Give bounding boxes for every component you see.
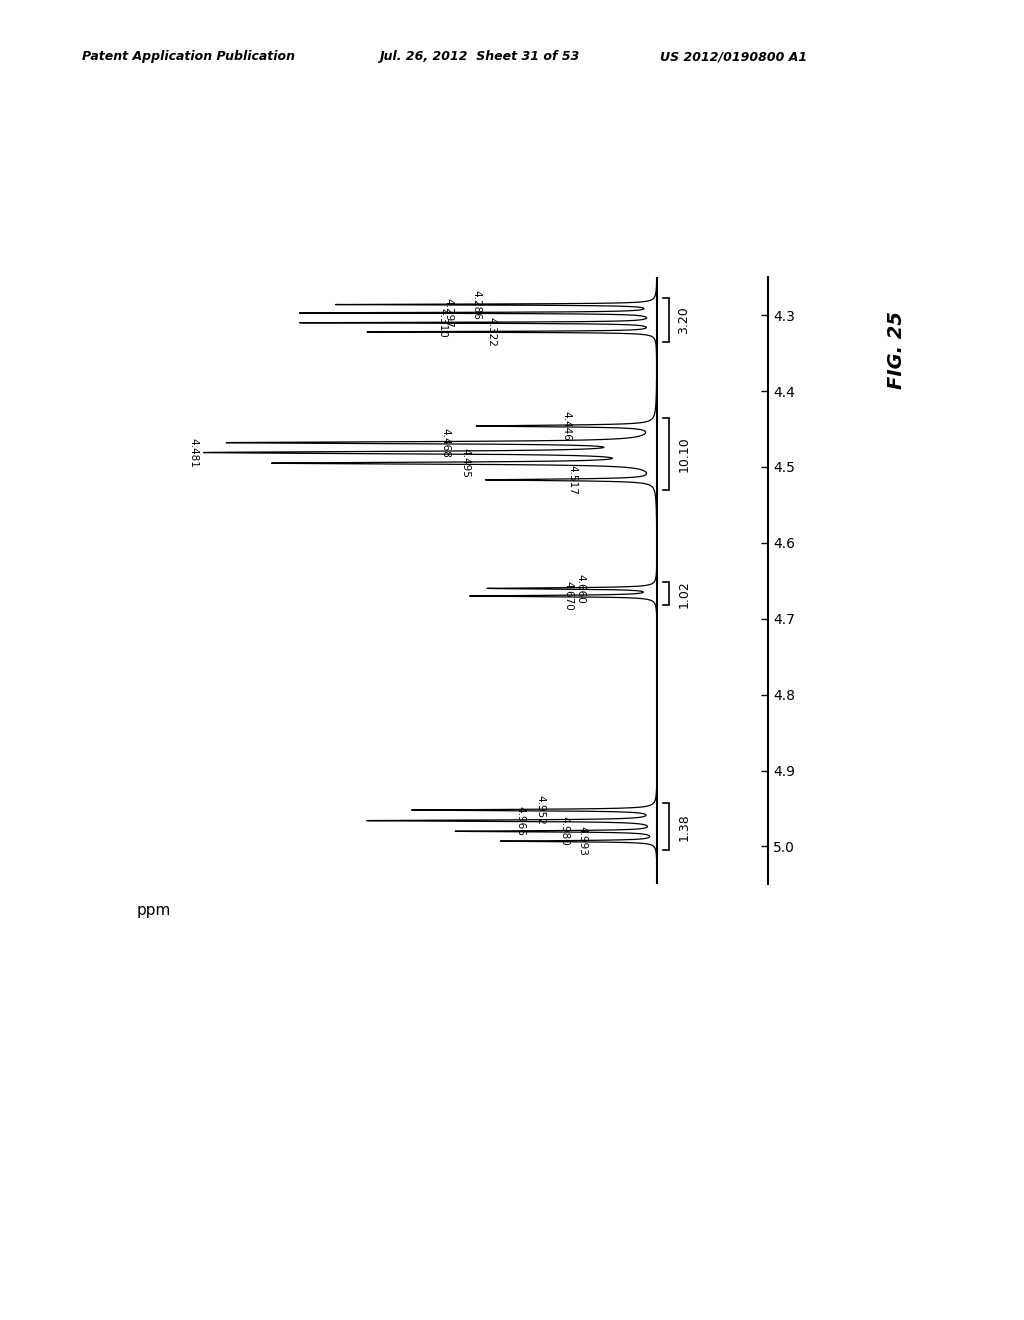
Text: 1.02: 1.02: [677, 579, 690, 607]
Text: US 2012/0190800 A1: US 2012/0190800 A1: [660, 50, 808, 63]
Text: 4.481: 4.481: [188, 438, 199, 467]
Text: 4.966: 4.966: [515, 805, 525, 836]
Text: 4.670: 4.670: [563, 581, 573, 611]
Text: Jul. 26, 2012  Sheet 31 of 53: Jul. 26, 2012 Sheet 31 of 53: [379, 50, 580, 63]
Text: 4.468: 4.468: [440, 428, 451, 458]
Text: 4.310: 4.310: [437, 308, 447, 338]
Text: 10.10: 10.10: [677, 436, 690, 471]
Text: ppm: ppm: [137, 903, 171, 917]
Text: 4.517: 4.517: [567, 465, 578, 495]
Text: 1.38: 1.38: [677, 813, 690, 841]
Text: 4.322: 4.322: [486, 317, 497, 347]
Text: Patent Application Publication: Patent Application Publication: [82, 50, 295, 63]
Text: FIG. 25: FIG. 25: [887, 310, 905, 389]
Text: 4.495: 4.495: [461, 449, 471, 478]
Text: 4.993: 4.993: [578, 826, 588, 857]
Text: 4.297: 4.297: [443, 298, 453, 327]
Text: 4.286: 4.286: [471, 289, 481, 319]
Text: 3.20: 3.20: [677, 306, 690, 334]
Text: 4.660: 4.660: [575, 573, 586, 603]
Text: 4.446: 4.446: [561, 411, 571, 441]
Text: 4.980: 4.980: [559, 816, 569, 846]
Text: 4.952: 4.952: [536, 795, 545, 825]
